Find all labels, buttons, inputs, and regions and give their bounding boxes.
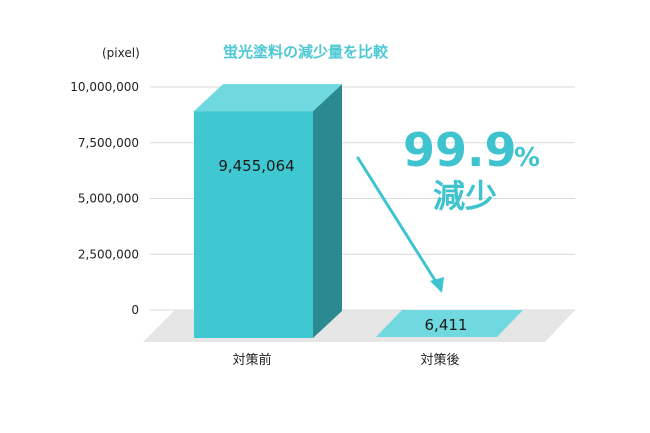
bar-before-top [194, 84, 342, 112]
bar-after [376, 310, 523, 337]
y-tick-label: 2,500,000 [78, 247, 139, 261]
reduction-arrow [356, 156, 444, 293]
y-axis-ticks: 0 2,500,000 5,000,000 7,500,000 10,000,000 [70, 80, 139, 317]
x-category-label: 対策前 [232, 352, 271, 368]
reduction-percent-sign: % [514, 143, 540, 173]
y-tick-label: 5,000,000 [78, 192, 139, 206]
chart-title: 蛍光塗料の減少量を比較 [223, 43, 389, 61]
y-tick-label: 7,500,000 [78, 136, 139, 150]
bar-before-value-label: 9,455,064 [218, 157, 294, 175]
reduction-text: 減少 [433, 177, 497, 215]
bar-after-value-label: 6,411 [425, 316, 468, 334]
unit-label: (pixel) [102, 46, 140, 60]
y-tick-label: 10,000,000 [70, 80, 139, 94]
bar-before [194, 111, 313, 338]
reduction-percent: 99.9 [403, 123, 517, 177]
bar-before-side [313, 84, 342, 338]
y-tick-label: 0 [131, 303, 139, 317]
x-axis-labels: 対策前 対策後 [232, 352, 459, 368]
x-category-label: 対策後 [420, 352, 459, 368]
bars: 9,455,064 6,411 [194, 84, 523, 338]
